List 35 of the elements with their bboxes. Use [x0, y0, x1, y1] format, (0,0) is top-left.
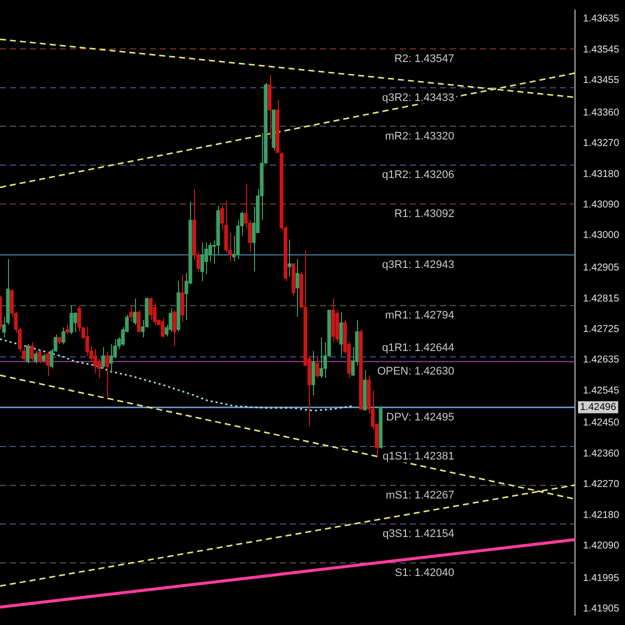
ref-line-label: q1R1: 1.42644 [382, 342, 454, 354]
ref-line-label: OPEN: 1.42630 [377, 366, 454, 378]
y-tick-label: 1.43455 [583, 75, 620, 86]
ref-line-label: mR2: 1.43320 [385, 130, 454, 142]
y-tick-label: 1.43000 [583, 230, 620, 242]
y-tick-label: 1.42545 [583, 385, 620, 396]
y-tick-label: 1.43090 [583, 199, 620, 210]
y-tick-label: 1.43360 [583, 107, 620, 118]
ref-line-label: mS1: 1.42267 [386, 489, 454, 502]
y-tick-label: 1.42180 [583, 510, 620, 521]
ref-line-label: mR1: 1.42794 [385, 310, 454, 322]
y-tick-label: 1.43635 [583, 14, 620, 25]
y-tick-label: 1.42905 [583, 262, 620, 274]
ref-line-label: q3S1: 1.42154 [382, 528, 454, 540]
y-tick-label: 1.43270 [583, 138, 620, 150]
ref-line-label: q1R2: 1.43206 [382, 169, 454, 182]
ref-line-label: 1.42496 [580, 402, 617, 414]
ref-line-label: R2: 1.43547 [394, 52, 454, 65]
y-tick-label: 1.42450 [583, 418, 620, 429]
y-tick-label: 1.41995 [583, 572, 620, 584]
ref-line-label: q3R1: 1.42943 [382, 258, 454, 271]
y-tick-label: 1.42360 [583, 448, 620, 460]
ref-line-label: DPV: 1.42495 [386, 412, 454, 424]
ref-line-label: q1S1: 1.42381 [382, 450, 454, 463]
y-tick-label: 1.42090 [583, 540, 620, 552]
ref-line-label: S1: 1.42040 [394, 566, 454, 579]
y-tick-label: 1.42725 [583, 324, 620, 335]
y-tick-label: 1.42270 [583, 479, 620, 490]
y-tick-label: 1.42635 [583, 354, 620, 366]
ref-line-label: R1: 1.43092 [394, 208, 454, 220]
y-tick-label: 1.43180 [583, 168, 620, 180]
y-tick-label: 1.43545 [583, 44, 620, 56]
ref-line-label: q3R2: 1.43433 [382, 92, 454, 104]
y-tick-label: 1.42815 [583, 293, 620, 304]
y-tick-label: 1.41905 [583, 604, 620, 615]
